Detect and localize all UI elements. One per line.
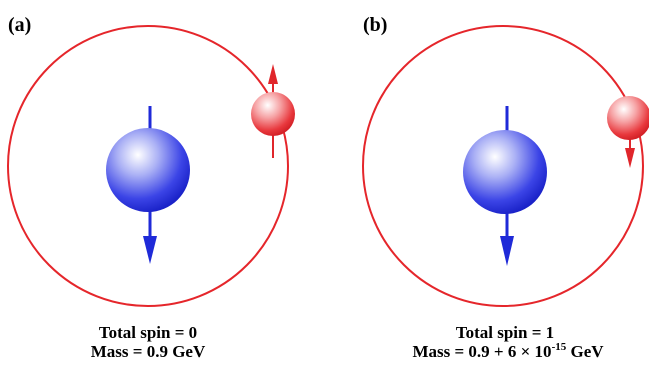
caption-b-mass-exponent: -15 xyxy=(552,341,567,353)
electron-sphere-a xyxy=(251,92,295,136)
electron-orbit-b xyxy=(362,25,644,307)
caption-b-mass-prefix: Mass = 0.9 + 6 × 10 xyxy=(412,342,551,361)
electron-orbit-a xyxy=(7,25,289,307)
panel-a-label: (a) xyxy=(8,14,31,36)
proton-sphere-a xyxy=(106,128,190,212)
caption-b-mass: Mass = 0.9 + 6 × 10-15 GeV xyxy=(412,341,604,361)
caption-a-mass: Mass = 0.9 GeV xyxy=(91,342,206,361)
proton-sphere-b xyxy=(463,130,547,214)
electron-sphere-b xyxy=(607,96,649,140)
panel-b-label: (b) xyxy=(363,14,387,36)
caption-b-spin: Total spin = 1 xyxy=(456,323,554,342)
caption-b-mass-suffix: GeV xyxy=(566,342,604,361)
panel-a: (a) Total spin = 0 Mass = 0.9 GeV xyxy=(7,14,295,361)
caption-a-spin: Total spin = 0 xyxy=(99,323,197,342)
panel-b: (b) Total spin = 1 Mass = 0.9 + 6 × 10-1… xyxy=(362,14,649,361)
